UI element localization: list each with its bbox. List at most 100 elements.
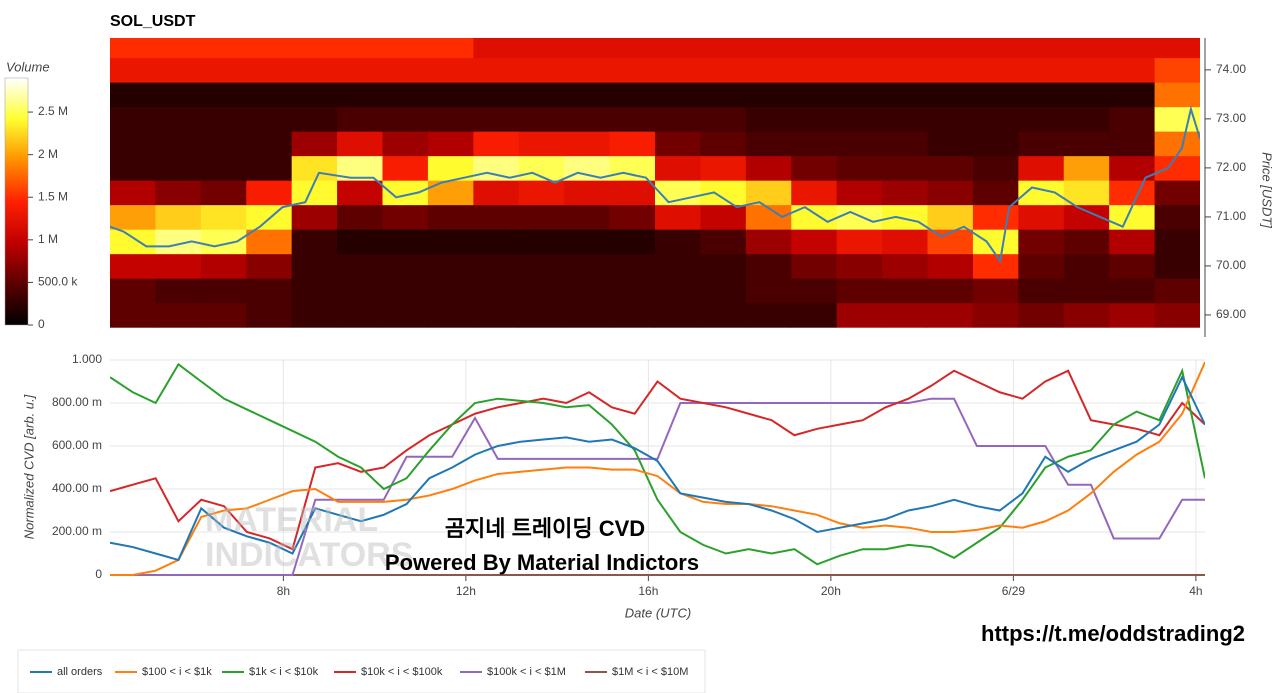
heatmap-cell [1063, 131, 1110, 157]
heatmap-cell [337, 82, 383, 108]
heatmap-cell [518, 180, 565, 206]
heatmap-cell [836, 278, 883, 304]
legend-item: $1k < i < $10k [249, 666, 319, 678]
heatmap-cell [382, 106, 429, 132]
x-tick-label: 16h [638, 584, 658, 598]
heatmap-cell [110, 82, 156, 108]
heatmap-cell [972, 155, 1019, 181]
heatmap-cell [291, 106, 338, 132]
heatmap-cell [110, 38, 156, 59]
heatmap-cell [427, 38, 474, 59]
heatmap-cell [745, 57, 792, 83]
y-tick-label: 600.00 m [52, 438, 102, 452]
heatmap-cell [337, 180, 383, 206]
heatmap-cell [1018, 155, 1065, 181]
heatmap-cell [700, 57, 747, 83]
heatmap-cell [337, 229, 383, 255]
heatmap-cell [1109, 253, 1156, 279]
heatmap-cell [791, 155, 838, 181]
y-tick-label: 74.00 [1216, 62, 1246, 76]
heatmap-cell [836, 38, 883, 59]
heatmap-cell [291, 229, 338, 255]
heatmap-cell [882, 180, 928, 206]
x-tick-label: 12h [456, 584, 476, 598]
heatmap-cell [564, 131, 611, 157]
y-axis-title: Price [USDT] [1260, 152, 1275, 228]
heatmap-cell [745, 38, 792, 59]
heatmap-cell [836, 229, 883, 255]
heatmap-cell [1018, 253, 1065, 279]
y-axis-title: Normalized CVD [arb. u.] [21, 394, 36, 539]
heatmap-cell [745, 302, 792, 328]
heatmap-cell [200, 229, 247, 255]
heatmap-cell [1154, 302, 1200, 328]
cvd-line [110, 362, 1205, 566]
series-lines [110, 361, 1205, 576]
heatmap-cell [927, 302, 974, 328]
heatmap-cell [246, 180, 293, 206]
heatmap-cell [972, 229, 1019, 255]
heatmap-cell [564, 204, 611, 230]
annotation: 곰지네 트레이딩 CVD [445, 516, 645, 541]
heatmap-cell [1063, 302, 1110, 328]
heatmap-cell [564, 106, 611, 132]
heatmap-cell [473, 82, 520, 108]
heatmap-cell [882, 302, 928, 328]
heatmap-cell [1154, 82, 1200, 108]
heatmap-cell [473, 253, 520, 279]
heatmap-cell [246, 278, 293, 304]
heatmap-cell [155, 57, 202, 83]
heatmap-cell [473, 180, 520, 206]
heatmap-cell [1018, 229, 1065, 255]
heatmap-cell [291, 82, 338, 108]
colorbar-tick-label: 2.5 M [38, 104, 68, 118]
heatmap-cell [1063, 38, 1110, 59]
heatmap-cell [745, 253, 792, 279]
heatmap-cell [1018, 106, 1065, 132]
heatmap-cell [1109, 57, 1156, 83]
heatmap-cell [609, 253, 656, 279]
heatmap-cell [655, 302, 701, 328]
cvd-line [110, 369, 1205, 551]
y-tick-label: 800.00 m [52, 395, 102, 409]
heatmap-cell [972, 106, 1019, 132]
heatmap-cell [1063, 278, 1110, 304]
heatmap-cell [655, 229, 701, 255]
heatmap-cell [972, 131, 1019, 157]
heatmap-cell [1109, 131, 1156, 157]
heatmap-cell [473, 278, 520, 304]
heatmap-cell [700, 278, 747, 304]
y-tick-label: 400.00 m [52, 481, 102, 495]
heatmap-cell [1109, 38, 1156, 59]
heatmap-cell [609, 38, 656, 59]
heatmap-cell [745, 155, 792, 181]
heatmap-cell [518, 106, 565, 132]
heatmap-cell [1063, 180, 1110, 206]
heatmap-cell [745, 106, 792, 132]
heatmap-cell [382, 131, 429, 157]
heatmap-cell [655, 278, 701, 304]
heatmap-cell [200, 302, 247, 328]
heatmap-cell [1154, 278, 1200, 304]
heatmap-cell [518, 302, 565, 328]
heatmap-cell [882, 278, 928, 304]
heatmap-cell [473, 38, 520, 59]
heatmap-cell [1018, 82, 1065, 108]
colorbar-tick-label: 500.0 k [38, 275, 78, 289]
heatmap-cell [382, 278, 429, 304]
heatmap-cell [155, 302, 202, 328]
heatmap-cell [1018, 38, 1065, 59]
heatmap-cell [155, 180, 202, 206]
heatmap-cell [155, 131, 202, 157]
heatmap-cell [246, 82, 293, 108]
heatmap-cell [972, 82, 1019, 108]
heatmap-cell [791, 253, 838, 279]
heatmap-cell [1109, 278, 1156, 304]
heatmap-cell [246, 302, 293, 328]
heatmap-cell [836, 82, 883, 108]
heatmap-cell [564, 180, 611, 206]
source-link: https://t.me/oddstrading2 [981, 621, 1245, 646]
heatmap-cell [609, 106, 656, 132]
heatmap-cell [745, 278, 792, 304]
